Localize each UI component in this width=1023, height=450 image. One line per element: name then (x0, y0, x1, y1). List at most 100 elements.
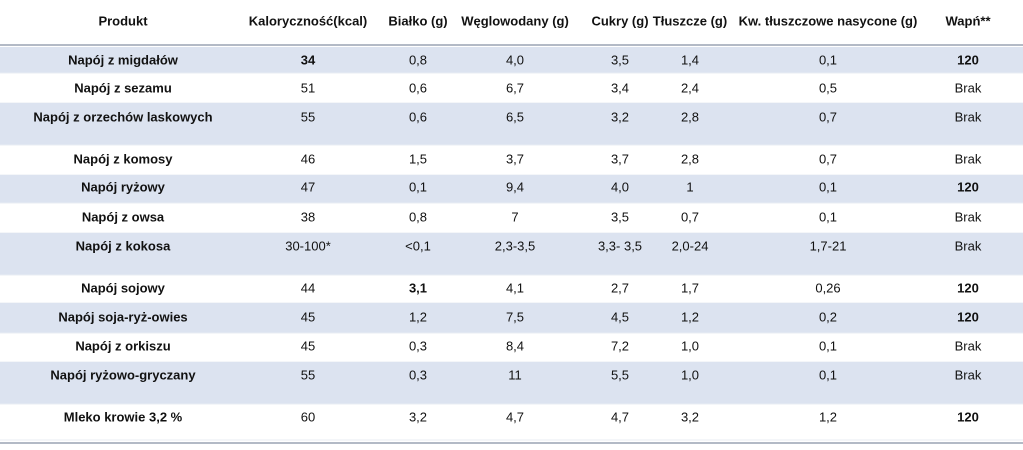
cell-value: 2,3-3,5 (495, 238, 535, 253)
product-name: Napój z migdałów (68, 52, 179, 67)
cell-value: 55 (301, 109, 315, 124)
column-header: Kaloryczność(kcal) (249, 13, 368, 28)
product-name: Napój sojowy (81, 280, 166, 295)
cell-value: 60 (301, 409, 315, 424)
cell-value: 46 (301, 151, 315, 166)
cell-value: Brak (955, 209, 982, 224)
cell-value: 2,7 (611, 280, 629, 295)
cell-value: 5,5 (611, 367, 629, 382)
cell-value: 9,4 (506, 179, 524, 194)
cell-value: 1,2 (681, 309, 699, 324)
cell-value: 45 (301, 309, 315, 324)
cell-value: 0,1 (819, 209, 837, 224)
column-header: Tłuszcze (g) (653, 13, 727, 28)
cell-value: 1,7-21 (810, 238, 847, 253)
cell-value: 4,7 (506, 409, 524, 424)
cell-value: 0,8 (409, 52, 427, 67)
cell-value: 0,3 (409, 367, 427, 382)
product-name: Napój soja-ryż-owies (58, 309, 187, 324)
cell-value: 0,7 (819, 151, 837, 166)
cell-value: Brak (955, 151, 982, 166)
cell-value: 1,0 (681, 367, 699, 382)
cell-value: 3,4 (611, 80, 629, 95)
cell-value: 0,6 (409, 109, 427, 124)
cell-value: 1,2 (819, 409, 837, 424)
cell-value: 38 (301, 209, 315, 224)
cell-value: 120 (957, 409, 979, 424)
cell-value: 51 (301, 80, 315, 95)
row-band (0, 233, 1023, 275)
product-name: Napój z owsa (82, 209, 165, 224)
cell-value: 55 (301, 367, 315, 382)
cell-value: 120 (957, 309, 979, 324)
cell-value: Brak (955, 238, 982, 253)
cell-value: 0,26 (815, 280, 840, 295)
product-name: Napój z sezamu (74, 80, 172, 95)
cell-value: 120 (957, 179, 979, 194)
cell-value: 120 (957, 52, 979, 67)
cell-value: 3,7 (611, 151, 629, 166)
cell-value: Brak (955, 109, 982, 124)
cell-value: 0,7 (819, 109, 837, 124)
cell-value: Brak (955, 80, 982, 95)
cell-value: 0,1 (819, 367, 837, 382)
cell-value: 2,0-24 (672, 238, 709, 253)
cell-value: 0,1 (819, 338, 837, 353)
cell-value: 0,5 (819, 80, 837, 95)
product-name: Napój z kokosa (76, 238, 171, 253)
row-band (0, 103, 1023, 145)
cell-value: 6,5 (506, 109, 524, 124)
column-header: Wapń** (945, 13, 991, 28)
cell-value: <0,1 (405, 238, 431, 253)
cell-value: 3,3- 3,5 (598, 238, 642, 253)
cell-value: 34 (301, 52, 316, 67)
row-band (0, 47, 1023, 73)
cell-value: 7,5 (506, 309, 524, 324)
cell-value: 1,2 (409, 309, 427, 324)
row-band (0, 303, 1023, 333)
cell-value: Brak (955, 367, 982, 382)
cell-value: 1,4 (681, 52, 699, 67)
cell-value: 0,2 (819, 309, 837, 324)
cell-value: 2,4 (681, 80, 699, 95)
product-name: Napój z orzechów laskowych (33, 109, 212, 124)
column-header: Cukry (g) (591, 13, 648, 28)
cell-value: 0,7 (681, 209, 699, 224)
cell-value: 3,5 (611, 52, 629, 67)
cell-value: 4,5 (611, 309, 629, 324)
cell-value: 3,1 (409, 280, 427, 295)
cell-value: 0,8 (409, 209, 427, 224)
cell-value: 8,4 (506, 338, 524, 353)
product-name: Napój z orkiszu (75, 338, 170, 353)
cell-value: Brak (955, 338, 982, 353)
column-header: Białko (g) (388, 13, 447, 28)
cell-value: 1 (686, 179, 693, 194)
cell-value: 11 (508, 367, 522, 382)
cell-value: 47 (301, 179, 315, 194)
cell-value: 3,7 (506, 151, 524, 166)
cell-value: 3,2 (409, 409, 427, 424)
cell-value: 4,1 (506, 280, 524, 295)
cell-value: 0,1 (409, 179, 427, 194)
cell-value: 3,2 (681, 409, 699, 424)
cell-value: 1,0 (681, 338, 699, 353)
cell-value: 30-100* (285, 238, 331, 253)
row-band (0, 362, 1023, 404)
cell-value: 3,2 (611, 109, 629, 124)
cell-value: 2,8 (681, 109, 699, 124)
cell-value: 0,1 (819, 52, 837, 67)
cell-value: 44 (301, 280, 315, 295)
product-name: Napój z komosy (74, 151, 174, 166)
product-name: Napój ryżowy (81, 179, 166, 194)
column-header: Produkt (98, 13, 148, 28)
cell-value: 7 (511, 209, 518, 224)
cell-value: 7,2 (611, 338, 629, 353)
cell-value: 1,5 (409, 151, 427, 166)
row-band (0, 175, 1023, 203)
cell-value: 4,7 (611, 409, 629, 424)
cell-value: 45 (301, 338, 315, 353)
cell-value: 0,6 (409, 80, 427, 95)
cell-value: 6,7 (506, 80, 524, 95)
cell-value: 0,1 (819, 179, 837, 194)
